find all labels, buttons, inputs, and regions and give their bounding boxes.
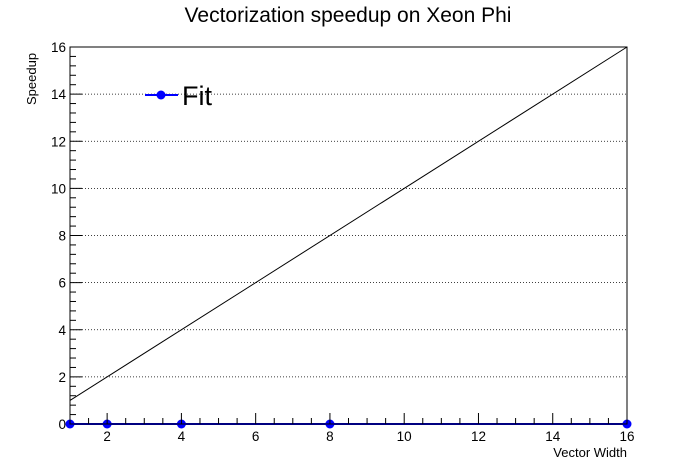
legend: Fit	[145, 81, 212, 111]
x-tick-label-10: 10	[397, 429, 412, 444]
x-tick-label-2: 2	[103, 429, 111, 444]
y-tick-label-4: 4	[58, 323, 66, 338]
y-axis-label: Speedup	[24, 53, 39, 105]
y-tick-label-14: 14	[51, 87, 67, 102]
reference-line	[69, 46, 628, 401]
x-tick-label-14: 14	[545, 429, 561, 444]
legend-marker	[156, 90, 166, 100]
y-tick-label-8: 8	[58, 229, 66, 244]
x-tick-label-4: 4	[178, 429, 186, 444]
y-tick-label-10: 10	[51, 181, 66, 196]
y-tick-label-2: 2	[58, 370, 66, 385]
y-tick-label-6: 6	[58, 276, 66, 291]
legend-label-fit: Fit	[182, 81, 212, 111]
x-tick-label-8: 8	[326, 429, 334, 444]
chart-title: Vectorization speedup on Xeon Phi	[185, 4, 512, 27]
plot-frame	[69, 46, 628, 425]
tick-labels: 0 2 4 6 8 10 12 14 16 2 4 6 8 10 12 14 16	[51, 40, 635, 444]
x-axis-label: Vector Width	[553, 445, 627, 460]
x-tick-label-16: 16	[619, 429, 634, 444]
y-tick-label-12: 12	[51, 134, 66, 149]
axis-ticks	[70, 46, 628, 425]
y-tick-label-16: 16	[51, 40, 66, 55]
x-tick-label-12: 12	[471, 429, 486, 444]
reference-line-segment	[69, 46, 628, 401]
y-tick-label-0: 0	[58, 417, 66, 432]
x-tick-label-6: 6	[252, 429, 260, 444]
grid-lines	[70, 46, 627, 378]
